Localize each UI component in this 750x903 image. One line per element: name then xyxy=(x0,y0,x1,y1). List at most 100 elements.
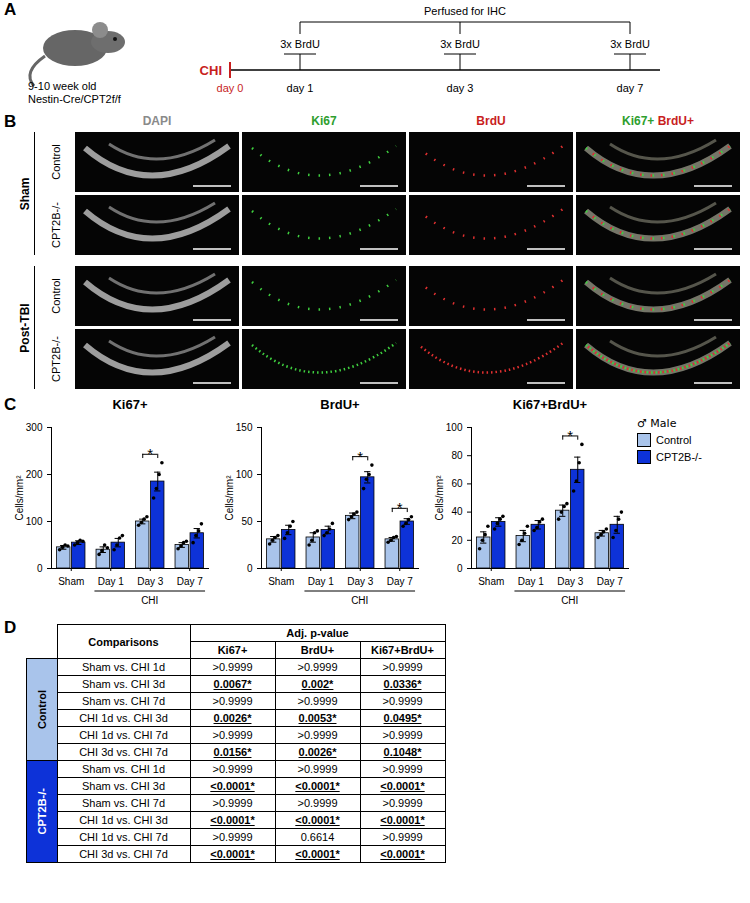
svg-text:100: 100 xyxy=(446,422,463,433)
html-text:BrdU: BrdU xyxy=(476,114,506,128)
html-text:A: A xyxy=(4,0,17,19)
html-text:0.0067*: 0.0067* xyxy=(213,678,252,690)
html-text:B: B xyxy=(4,112,17,131)
html-text:Ki67: Ki67 xyxy=(311,114,337,128)
svg-text:Day 7: Day 7 xyxy=(597,576,624,587)
svg-text:Cells/mm²: Cells/mm² xyxy=(14,475,25,521)
html-text:♂ Male: ♂ Male xyxy=(637,417,677,430)
html-text:Ki67+BrdU+: Ki67+BrdU+ xyxy=(371,644,434,656)
svg-text:40: 40 xyxy=(451,506,463,517)
html-text:>0.9999: >0.9999 xyxy=(382,729,423,741)
svg-text:3x BrdU: 3x BrdU xyxy=(280,38,320,50)
html-text:Post-TBI: Post-TBI xyxy=(17,302,31,353)
svg-text:Sham: Sham xyxy=(58,576,84,587)
html-text:0.0026*: 0.0026* xyxy=(213,712,252,724)
html-text:CPT2B-/-: CPT2B-/- xyxy=(50,202,62,248)
svg-text:Sham: Sham xyxy=(478,576,504,587)
html-text:Ki67+: Ki67+ xyxy=(217,644,248,656)
html-text:0.1048*: 0.1048* xyxy=(383,746,422,758)
html-text:Ki67+: Ki67+ xyxy=(112,397,148,412)
html-text:Sham vs. CHI 3d: Sham vs. CHI 3d xyxy=(81,678,166,690)
svg-text:Perfused for IHC: Perfused for IHC xyxy=(424,5,506,17)
html-text:CPT2B-/-: CPT2B-/- xyxy=(656,451,702,463)
html-text:>0.9999: >0.9999 xyxy=(297,729,338,741)
html-text:Control: Control xyxy=(656,434,692,446)
svg-text:Day 1: Day 1 xyxy=(98,576,125,587)
svg-text:day 3: day 3 xyxy=(447,82,474,94)
svg-text:*: * xyxy=(147,445,153,462)
html-text:Sham vs. CHI 1d: Sham vs. CHI 1d xyxy=(81,661,166,673)
html-text:>0.9999: >0.9999 xyxy=(297,661,338,673)
svg-text:Cells/mm²: Cells/mm² xyxy=(434,475,445,521)
html-text:Ki67+BrdU+: Ki67+BrdU+ xyxy=(512,397,588,412)
html-text:0.0495*: 0.0495* xyxy=(383,712,422,724)
html-text:>0.9999: >0.9999 xyxy=(212,763,253,775)
html-text:>0.9999: >0.9999 xyxy=(382,661,423,673)
svg-text:*: * xyxy=(357,448,363,465)
svg-text:3x BrdU: 3x BrdU xyxy=(610,38,650,50)
svg-text:100: 100 xyxy=(26,516,43,527)
html-text:CHI 3d vs. CHI 7d: CHI 3d vs. CHI 7d xyxy=(79,746,168,758)
html-text:>0.9999: >0.9999 xyxy=(382,695,423,707)
svg-text:Day 3: Day 3 xyxy=(137,576,164,587)
html-text:0.0336*: 0.0336* xyxy=(383,678,422,690)
html-text:0.0026*: 0.0026* xyxy=(298,746,337,758)
svg-text:CHI: CHI xyxy=(351,595,368,606)
html-text:Sham: Sham xyxy=(17,177,31,210)
html-text:0.002*: 0.002* xyxy=(301,678,334,690)
svg-text:100: 100 xyxy=(236,469,253,480)
svg-text:Day 7: Day 7 xyxy=(177,576,204,587)
svg-text:CHI: CHI xyxy=(561,595,578,606)
html-text:0.0053*: 0.0053* xyxy=(298,712,337,724)
html-text:C: C xyxy=(4,395,17,414)
svg-text:Day 3: Day 3 xyxy=(347,576,374,587)
svg-text:day 0: day 0 xyxy=(217,82,244,94)
svg-text:Sham: Sham xyxy=(268,576,294,587)
html-text:CHI 1d vs. CHI 3d: CHI 1d vs. CHI 3d xyxy=(79,712,168,724)
html-text:>0.9999: >0.9999 xyxy=(212,695,253,707)
html-text:Sham vs. CHI 7d: Sham vs. CHI 7d xyxy=(81,695,166,707)
html-text:BrdU+: BrdU+ xyxy=(320,397,360,412)
svg-text:CHI: CHI xyxy=(200,63,222,78)
svg-text:20: 20 xyxy=(451,535,463,546)
html-text:CPT2B-/-: CPT2B-/- xyxy=(50,336,62,382)
svg-text:3x BrdU: 3x BrdU xyxy=(440,38,480,50)
svg-text:Day 1: Day 1 xyxy=(308,576,335,587)
svg-text:*: * xyxy=(397,499,403,516)
svg-text:80: 80 xyxy=(451,450,463,461)
svg-text:day 1: day 1 xyxy=(287,82,314,94)
svg-text:9-10 week old: 9-10 week old xyxy=(28,80,97,92)
svg-text:50: 50 xyxy=(241,516,253,527)
svg-text:Day 7: Day 7 xyxy=(387,576,414,587)
html-text:>0.9999: >0.9999 xyxy=(212,729,253,741)
svg-text:*: * xyxy=(567,427,573,444)
html-text:Sham vs. CHI 1d: Sham vs. CHI 1d xyxy=(81,763,166,775)
svg-text:day 7: day 7 xyxy=(617,82,644,94)
svg-text:0: 0 xyxy=(457,563,463,574)
svg-text:150: 150 xyxy=(236,422,253,433)
html-text:>0.9999: >0.9999 xyxy=(212,661,253,673)
html-text:BrdU+: BrdU+ xyxy=(300,644,335,656)
svg-text:60: 60 xyxy=(451,478,463,489)
svg-text:Day 1: Day 1 xyxy=(518,576,545,587)
svg-text:0: 0 xyxy=(247,563,253,574)
html-text:D: D xyxy=(4,618,17,637)
html-text:>0.9999: >0.9999 xyxy=(297,695,338,707)
html-text:Control: Control xyxy=(50,278,62,314)
html-text:CPT2B-/-: CPT2B-/- xyxy=(35,788,48,835)
svg-text:Day 3: Day 3 xyxy=(557,576,584,587)
html-text:CHI 1d vs. CHI 7d: CHI 1d vs. CHI 7d xyxy=(79,729,168,741)
html-text:Control: Control xyxy=(35,689,48,729)
html-text:Comparisons: Comparisons xyxy=(88,635,159,648)
html-text:0.0156*: 0.0156* xyxy=(213,746,252,758)
html-text:Adj. p-value: Adj. p-value xyxy=(286,627,349,639)
html-text:Control: Control xyxy=(50,144,62,180)
svg-text:0: 0 xyxy=(37,563,43,574)
svg-text:CHI: CHI xyxy=(141,595,158,606)
svg-text:200: 200 xyxy=(26,469,43,480)
html-text:Ki67+ BrdU+: Ki67+ BrdU+ xyxy=(622,114,694,128)
html-text:DAPI: DAPI xyxy=(142,114,172,128)
svg-text:Nestin-Cre/CPT2f/f: Nestin-Cre/CPT2f/f xyxy=(28,93,122,105)
svg-text:Cells/mm²: Cells/mm² xyxy=(224,475,235,521)
svg-text:300: 300 xyxy=(26,422,43,433)
